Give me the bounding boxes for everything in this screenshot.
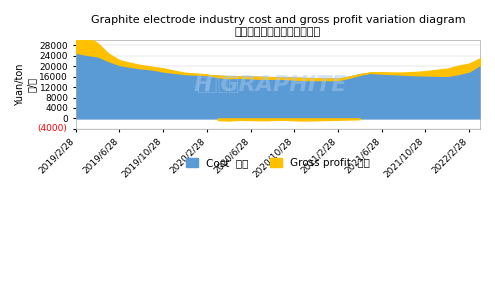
Title: Graphite electrode industry cost and gross profit variation diagram
石墨电极行业成本毛利变化: Graphite electrode industry cost and gro… (91, 15, 465, 37)
Text: 聚兴碳素: 聚兴碳素 (196, 75, 239, 93)
Y-axis label: Yuan/ton
元/吨: Yuan/ton 元/吨 (15, 63, 37, 106)
Text: H GRAPHITE: H GRAPHITE (194, 74, 346, 95)
Text: (4000): (4000) (38, 124, 67, 133)
Legend: Cost  成本, Gross profit  毛利: Cost 成本, Gross profit 毛利 (181, 154, 374, 173)
